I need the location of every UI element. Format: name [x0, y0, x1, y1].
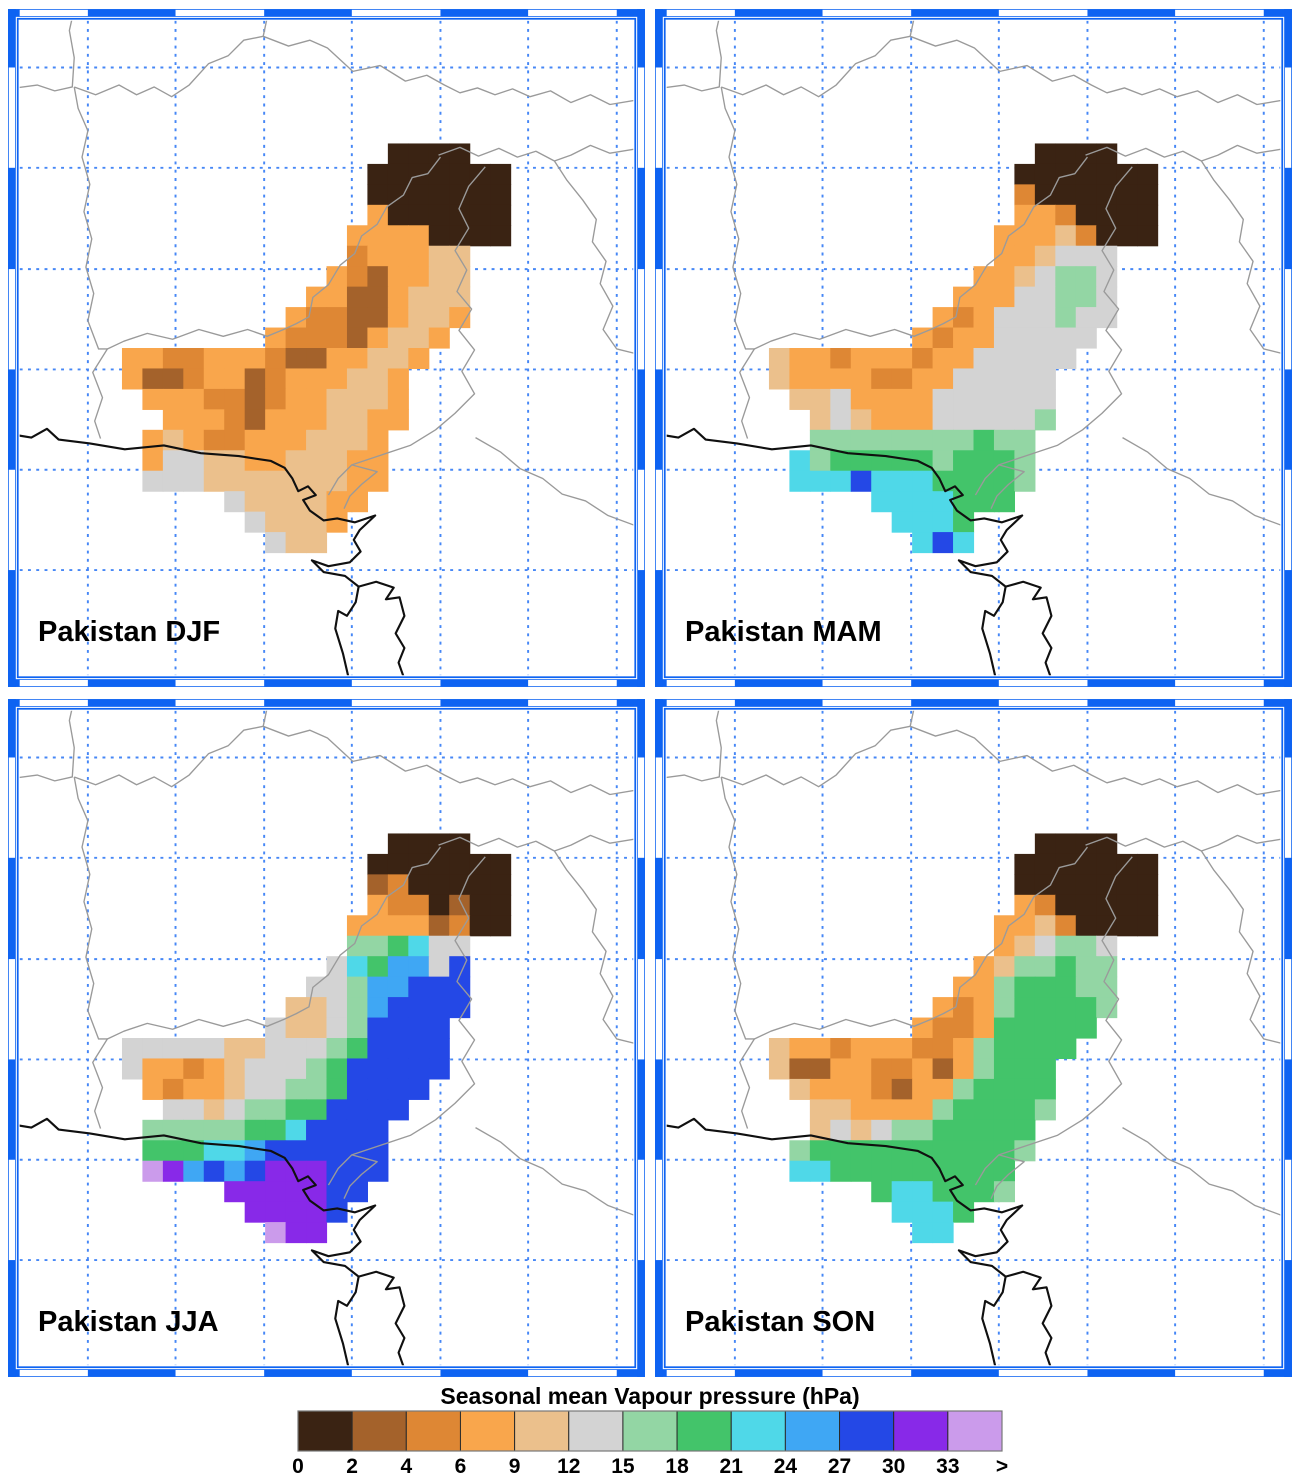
map-jja: [8, 699, 645, 1377]
colorbar-tick: 9: [509, 1455, 521, 1477]
map-frame: [655, 699, 1292, 1377]
map-djf: [8, 9, 645, 687]
colorbar-tick: >: [996, 1455, 1008, 1477]
colorbar-tick: 0: [292, 1455, 304, 1477]
panel-title-jja: Pakistan JJA: [38, 1306, 219, 1338]
colorbar-tick: 6: [455, 1455, 467, 1477]
coastline: [19, 427, 406, 676]
colorbar: 0 2 4 6 9 12 15 18 21 24 27 30 33 >: [292, 1410, 1008, 1477]
panel-jja: Pakistan JJA: [8, 698, 645, 1378]
panel-mam: Pakistan MAM: [655, 8, 1292, 688]
coastline: [666, 427, 1053, 676]
colorbar-segments: [297, 1410, 1003, 1452]
colorbar-tick: 30: [882, 1455, 905, 1477]
panel-title-son: Pakistan SON: [685, 1306, 876, 1338]
map-frame: [8, 9, 645, 687]
colorbar-tick: 21: [720, 1455, 744, 1477]
colorbar-tick: 18: [665, 1455, 689, 1477]
country-borders: [19, 20, 634, 526]
colorbar-title: Seasonal mean Vapour pressure (hPa): [440, 1383, 860, 1409]
panel-title-djf: Pakistan DJF: [38, 616, 221, 648]
colorbar-tick: 4: [400, 1455, 412, 1477]
vapour-pressure-cells: [768, 833, 1159, 1244]
coastline: [666, 1117, 1053, 1366]
map-frame: [655, 9, 1292, 687]
panel-title-mam: Pakistan MAM: [685, 616, 882, 648]
vapour-pressure-cells: [121, 833, 512, 1244]
panel-djf: Pakistan DJF: [8, 8, 645, 688]
panel-son: Pakistan SON: [655, 698, 1292, 1378]
colorbar-tick: 2: [346, 1455, 358, 1477]
vapour-pressure-cells: [768, 143, 1159, 554]
colorbar-tick: 12: [557, 1455, 580, 1477]
colorbar-tick: 33: [936, 1455, 959, 1477]
country-borders: [666, 710, 1281, 1216]
colorbar-tick: 15: [611, 1455, 635, 1477]
colorbar-ticks: 0 2 4 6 9 12 15 18 21 24 27 30 33 >: [292, 1455, 1008, 1477]
map-mam: [655, 9, 1292, 687]
country-borders: [19, 710, 634, 1216]
vapour-pressure-cells: [121, 143, 512, 554]
map-frame: [8, 699, 645, 1377]
colorbar-tick: 27: [828, 1455, 851, 1477]
coastline: [19, 1117, 406, 1366]
country-borders: [666, 20, 1281, 526]
map-son: [655, 699, 1292, 1377]
colorbar-tick: 24: [774, 1455, 798, 1477]
